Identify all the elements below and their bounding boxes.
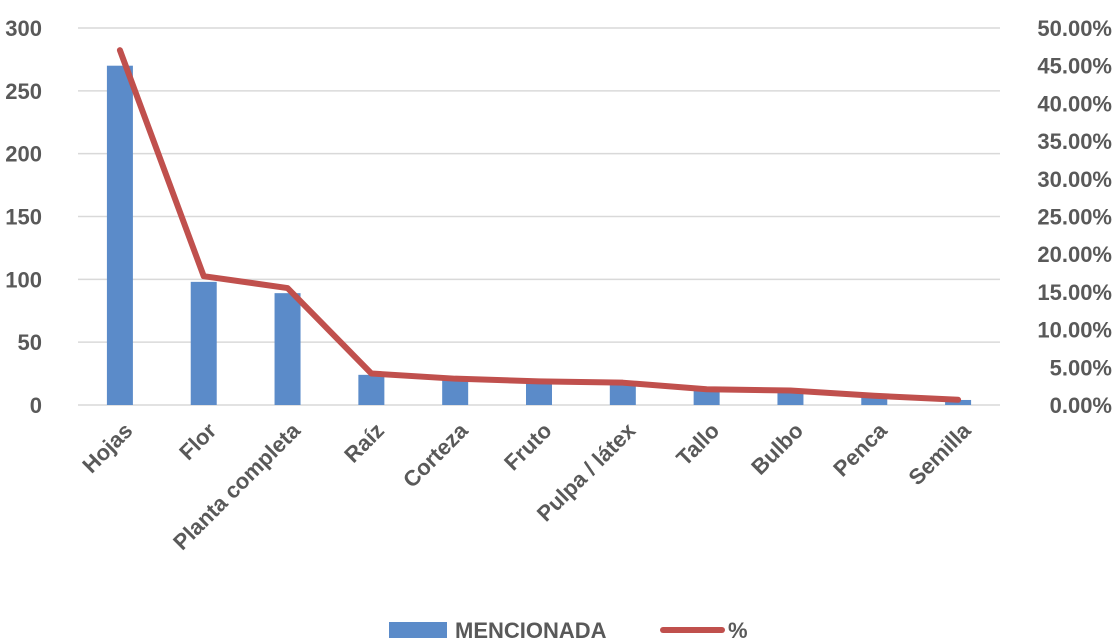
right-tick-label: 40.00%	[1037, 91, 1112, 116]
line-point	[957, 399, 959, 401]
right-tick-label: 45.00%	[1037, 54, 1112, 79]
bar-series-mencionada	[106, 65, 972, 405]
category-label: Fruto	[499, 418, 556, 475]
right-tick-label: 25.00%	[1037, 205, 1112, 230]
right-tick-label: 50.00%	[1037, 16, 1112, 41]
left-tick-label: 150	[5, 205, 42, 230]
bar	[777, 391, 804, 405]
bar	[274, 293, 301, 405]
right-tick-label: 10.00%	[1037, 318, 1112, 343]
bar	[693, 389, 720, 405]
category-label: Semilla	[903, 417, 976, 490]
category-label: Corteza	[398, 417, 473, 492]
right-tick-label: 5.00%	[1050, 355, 1112, 380]
right-axis: 0.00% 5.00% 10.00% 15.00% 20.00% 25.00% 30.00%…	[1037, 16, 1112, 418]
line-point	[203, 275, 205, 277]
bar	[861, 396, 888, 405]
left-axis: 0 50 100 150 200 250 300	[5, 16, 42, 418]
bar	[526, 382, 552, 405]
line-point	[370, 372, 372, 374]
right-tick-label: 20.00%	[1037, 242, 1112, 267]
left-tick-label: 250	[5, 79, 42, 104]
left-tick-label: 0	[30, 393, 42, 418]
legend-swatch-mencionada	[389, 622, 447, 638]
left-tick-label: 200	[5, 142, 42, 167]
right-tick-label: 35.00%	[1037, 129, 1112, 154]
line-point	[622, 382, 624, 384]
left-tick-label: 300	[5, 16, 42, 41]
category-label: Bulbo	[746, 418, 808, 480]
bar	[609, 383, 636, 405]
series-line	[116, 47, 962, 403]
line-point	[873, 395, 875, 397]
category-label: Tallo	[671, 418, 724, 471]
line-point	[789, 390, 791, 392]
right-tick-label: 30.00%	[1037, 167, 1112, 192]
legend-label-mencionada: MENCIONADA	[455, 618, 607, 643]
line-point	[287, 287, 289, 289]
line-point	[454, 378, 456, 380]
category-label: Hojas	[77, 418, 137, 478]
line-point	[538, 380, 540, 382]
bar	[442, 379, 469, 405]
category-label: Flor	[174, 418, 221, 465]
left-tick-label: 100	[5, 267, 42, 292]
legend: MENCIONADA %	[389, 618, 748, 643]
bar	[358, 374, 385, 405]
bar	[190, 281, 217, 405]
left-tick-label: 50	[18, 330, 42, 355]
line-point	[706, 388, 708, 390]
right-tick-label: 0.00%	[1050, 393, 1112, 418]
legend-label-percent: %	[728, 618, 748, 643]
line-series-percent	[116, 47, 962, 403]
line-point	[119, 49, 121, 51]
right-tick-label: 15.00%	[1037, 280, 1112, 305]
category-label: Raíz	[339, 418, 389, 468]
bar	[106, 65, 133, 405]
category-label: Penca	[828, 417, 892, 481]
